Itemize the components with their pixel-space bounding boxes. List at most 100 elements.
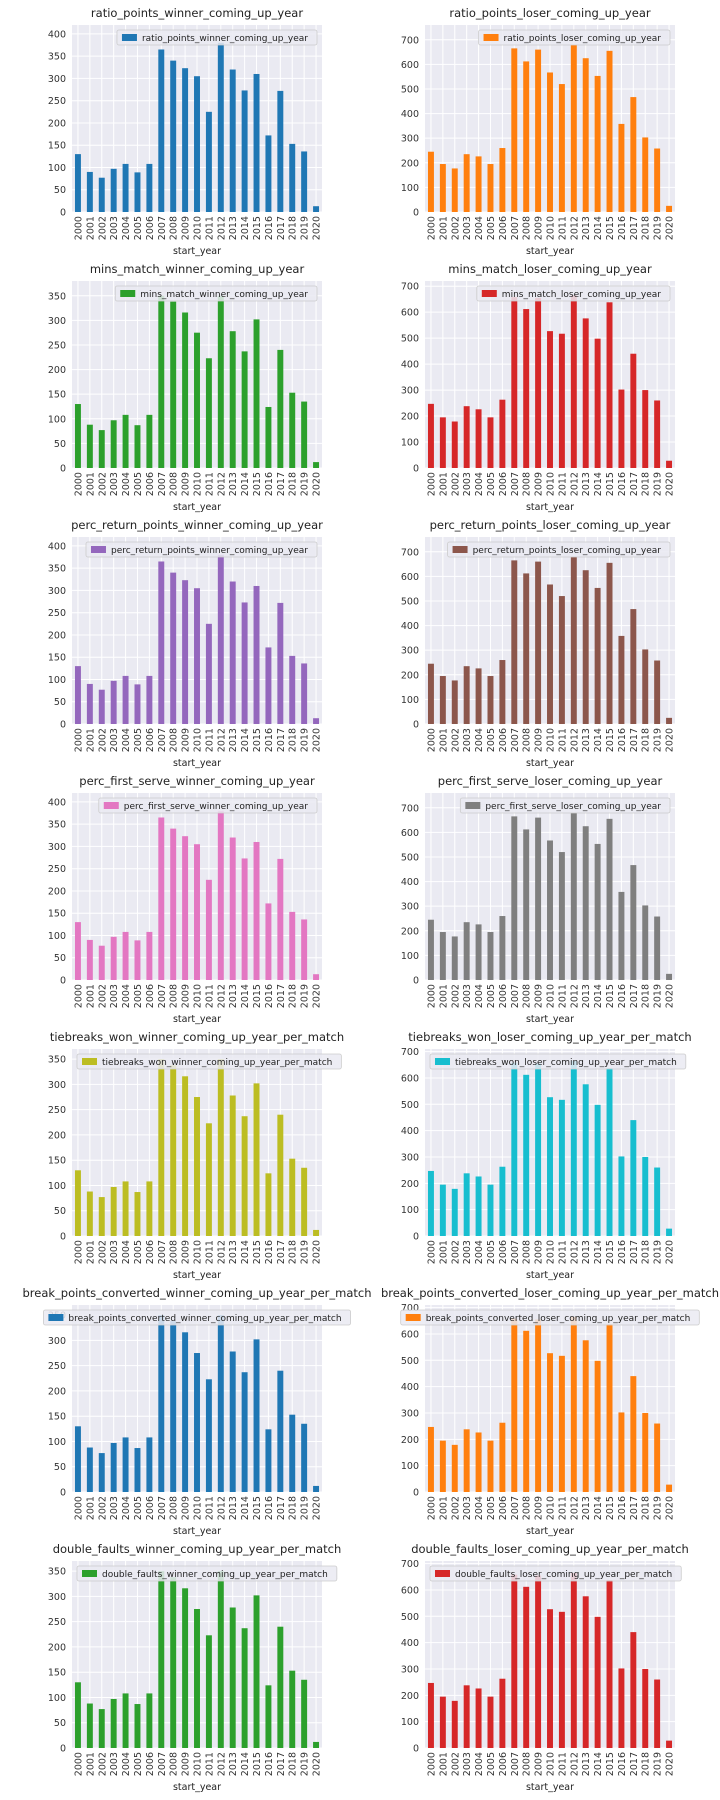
x-tick-label: 2013 — [581, 216, 592, 240]
y-tick-label: 400 — [401, 1126, 419, 1137]
bar — [194, 332, 200, 468]
y-tick-label: 100 — [48, 931, 66, 942]
x-axis-label: start_year — [526, 502, 574, 513]
bar — [194, 588, 200, 724]
bar — [499, 1166, 506, 1236]
x-tick-label: 2006 — [145, 1496, 156, 1520]
bar — [229, 331, 236, 468]
bar — [98, 1197, 105, 1236]
x-tick-label: 2009 — [181, 984, 192, 1008]
x-tick-label: 2010 — [193, 216, 204, 240]
x-tick-label: 2006 — [498, 1496, 509, 1520]
x-tick-label: 2017 — [629, 728, 640, 752]
bar — [558, 1099, 565, 1236]
x-tick-label: 2015 — [605, 1496, 616, 1520]
bar — [289, 1414, 296, 1492]
x-tick-label: 2018 — [288, 1752, 299, 1776]
bar — [630, 353, 637, 468]
bar — [535, 297, 542, 468]
x-tick-label: 2015 — [605, 1752, 616, 1776]
x-tick-label: 2009 — [534, 216, 545, 240]
bar — [475, 1432, 482, 1492]
bar — [654, 148, 661, 212]
y-tick-label: 150 — [48, 1412, 66, 1423]
bar — [523, 61, 530, 213]
y-tick-label: 700 — [401, 803, 419, 814]
bar — [642, 649, 649, 724]
bar — [110, 1442, 117, 1492]
x-tick-label: 2004 — [474, 472, 485, 496]
legend-box — [85, 541, 318, 558]
bar — [499, 1422, 506, 1492]
x-tick-label: 2010 — [193, 984, 204, 1008]
y-tick-label: 300 — [401, 134, 419, 145]
bar — [594, 1616, 601, 1748]
bar — [74, 922, 81, 980]
y-tick-label: 100 — [401, 438, 419, 449]
x-tick-label: 2016 — [617, 216, 628, 240]
y-tick-label: 500 — [401, 1612, 419, 1623]
x-tick-label: 2011 — [204, 1496, 215, 1520]
bar — [630, 609, 637, 724]
y-tick-label: 400 — [401, 109, 419, 120]
y-tick-label: 300 — [401, 1152, 419, 1163]
y-tick-label: 50 — [54, 185, 66, 196]
bar — [654, 400, 661, 468]
bar — [487, 164, 494, 212]
bar — [74, 1682, 81, 1748]
bar — [439, 1184, 446, 1236]
bar — [158, 1315, 165, 1492]
x-tick-label: 2019 — [653, 1496, 664, 1520]
bar — [582, 318, 589, 468]
legend-swatch — [435, 1570, 450, 1577]
y-tick-label: 50 — [54, 697, 66, 708]
x-tick-label: 2002 — [97, 984, 108, 1008]
bar — [487, 1440, 494, 1492]
bar — [618, 123, 625, 212]
bar — [618, 635, 625, 724]
x-tick-label: 2005 — [486, 1752, 497, 1776]
y-tick-label: 200 — [48, 1642, 66, 1653]
bar — [570, 1572, 577, 1748]
bar — [217, 810, 224, 980]
bar — [146, 675, 153, 724]
y-tick-label: 250 — [48, 1361, 66, 1372]
x-tick-label: 2007 — [510, 1496, 521, 1520]
x-tick-label: 2003 — [462, 472, 473, 496]
bar — [205, 358, 212, 468]
x-tick-label: 2008 — [522, 984, 533, 1008]
x-tick-label: 2005 — [486, 1240, 497, 1264]
bar — [146, 1693, 153, 1748]
x-tick-label: 2015 — [605, 216, 616, 240]
bar — [253, 1595, 260, 1748]
legend: perc_first_serve_winner_coming_up_year — [98, 797, 318, 814]
bar — [630, 1376, 637, 1492]
bar — [241, 90, 248, 212]
y-tick-label: 600 — [401, 828, 419, 839]
x-tick-label: 2019 — [653, 984, 664, 1008]
x-tick-label: 2019 — [653, 1240, 664, 1264]
x-tick-label: 2011 — [204, 1752, 215, 1776]
x-axis-label: start_year — [526, 758, 574, 769]
x-tick-label: 2001 — [438, 984, 449, 1008]
bar — [217, 42, 224, 212]
bar — [313, 974, 320, 980]
x-tick-label: 2014 — [240, 1240, 251, 1264]
bar — [205, 1379, 212, 1492]
x-tick-label: 2008 — [522, 1496, 533, 1520]
y-tick-label: 200 — [401, 1691, 419, 1702]
x-axis-label: start_year — [173, 758, 221, 769]
legend: ratio_points_winner_coming_up_year — [116, 29, 318, 46]
x-tick-label: 2008 — [169, 1240, 180, 1264]
x-tick-label: 2000 — [73, 1240, 84, 1264]
bar — [511, 1062, 518, 1236]
x-axis-label: start_year — [173, 1014, 221, 1025]
x-tick-label: 2015 — [605, 984, 616, 1008]
x-tick-label: 2001 — [438, 1496, 449, 1520]
bar — [594, 1104, 601, 1236]
x-tick-label: 2018 — [288, 1496, 299, 1520]
x-tick-label: 2012 — [216, 216, 227, 240]
bar — [439, 676, 446, 724]
y-tick-label: 0 — [60, 208, 66, 219]
